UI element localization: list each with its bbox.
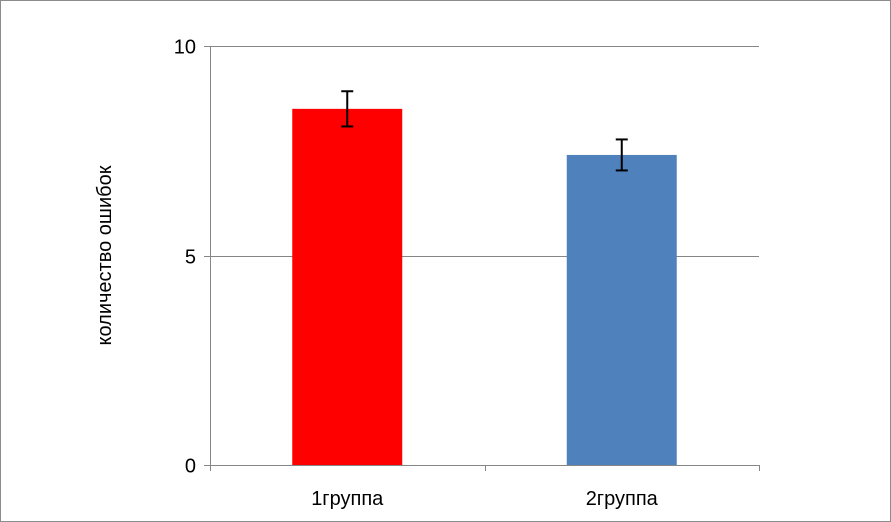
bars xyxy=(292,90,677,465)
y-tick-label: 10 xyxy=(174,37,196,59)
axes xyxy=(204,46,760,471)
error-bar-1 xyxy=(341,90,354,128)
y-axis-title: количество ошибок xyxy=(94,165,116,345)
tick-labels: 0 5 10 1группа 2группа xyxy=(174,37,659,511)
bar-2 xyxy=(566,154,677,465)
bar-1 xyxy=(292,108,403,465)
y-tick-label: 0 xyxy=(185,456,196,478)
error-bar-2 xyxy=(615,138,628,172)
x-tick-label: 1группа xyxy=(311,488,384,510)
x-tick-label: 2группа xyxy=(586,488,659,510)
y-tick-label: 5 xyxy=(185,247,196,269)
